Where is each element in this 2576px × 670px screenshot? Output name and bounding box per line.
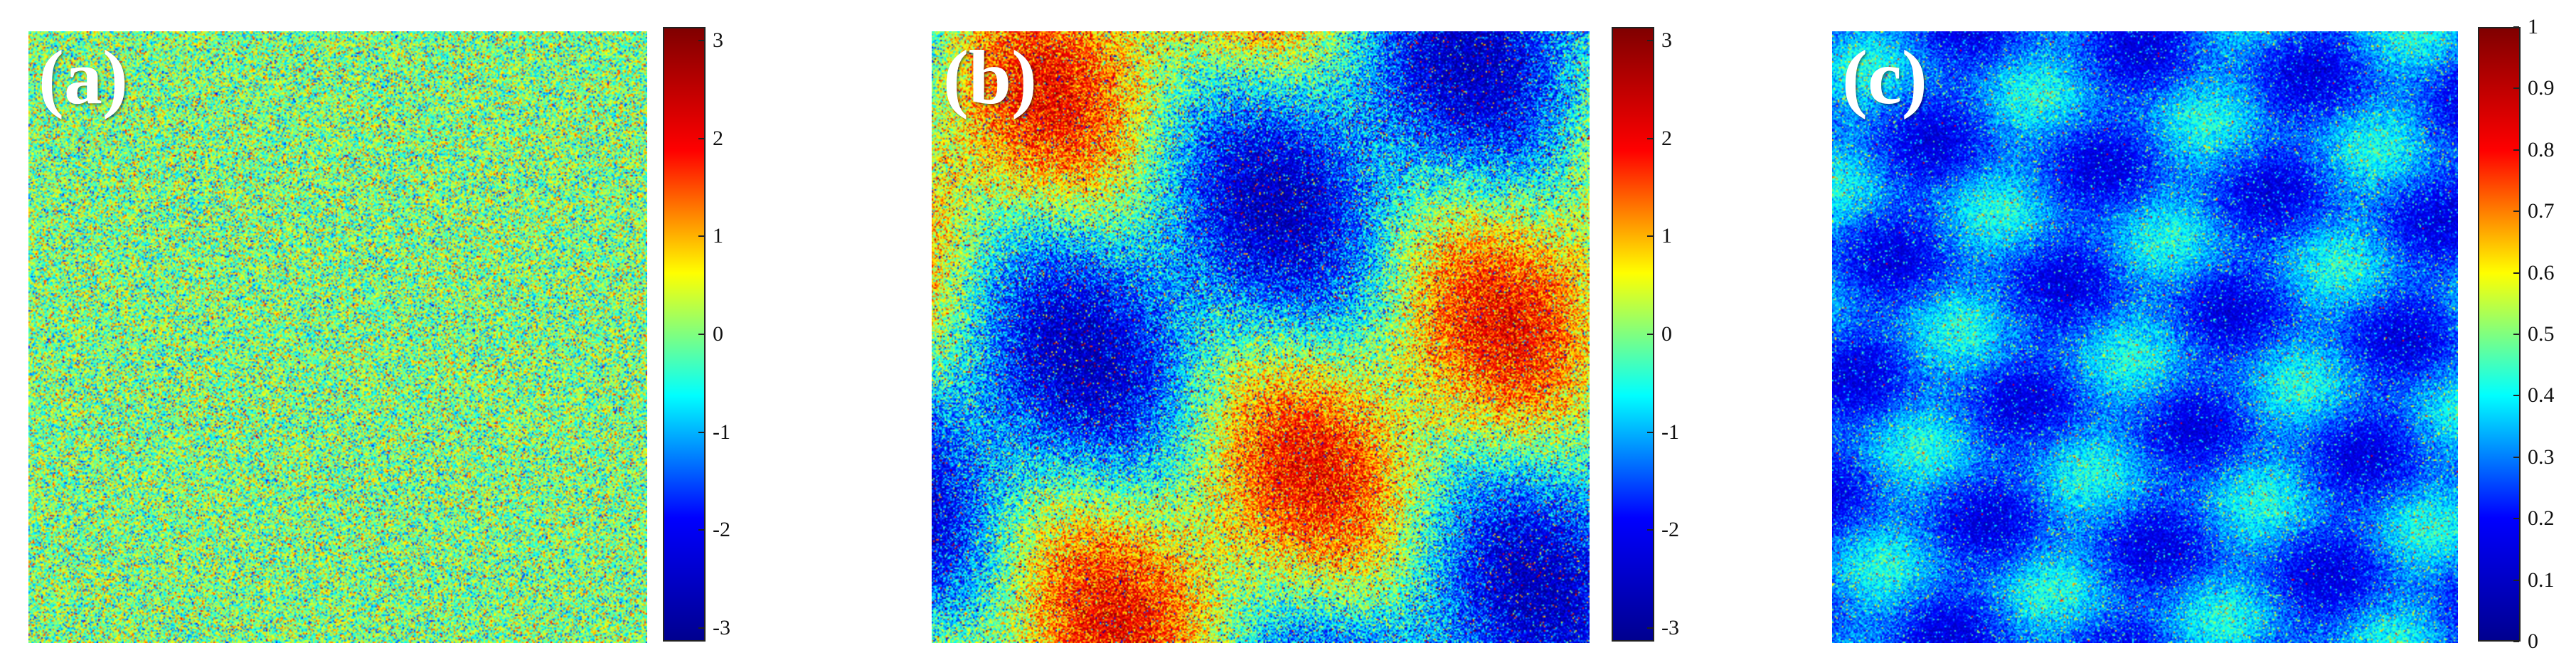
colorbar-tick-label: -3 xyxy=(713,615,730,639)
colorbar-tick-label: -1 xyxy=(1661,420,1679,444)
colorbar-tick-mark xyxy=(698,431,704,433)
colorbar-tick-label: 1 xyxy=(1661,224,1672,248)
colorbar-tick-mark xyxy=(1647,627,1653,629)
colorbar-tick-label: 0.2 xyxy=(2528,506,2555,531)
colorbar-tick-label: 0 xyxy=(2528,629,2538,653)
colorbar-tick-mark xyxy=(1647,431,1653,433)
panel-label-a: (a) xyxy=(38,36,128,120)
colorbar-tick-label: 0.1 xyxy=(2528,568,2555,592)
colorbar-tick-label: 1 xyxy=(713,224,723,248)
colorbar-tick-mark xyxy=(2513,149,2519,151)
colorbar-tick-label: 0.6 xyxy=(2528,260,2555,285)
colorbar-tick-mark xyxy=(2513,87,2519,90)
colorbar-tick-label: 0.5 xyxy=(2528,322,2555,346)
phase-map-b xyxy=(932,31,1590,643)
colorbar-tick-label: 0.3 xyxy=(2528,445,2555,469)
colorbar-tick-mark xyxy=(1647,40,1653,42)
colorbar-tick-label: 0.7 xyxy=(2528,199,2555,223)
colorbar-tick-label: -1 xyxy=(713,420,730,444)
colorbar-tick-label: 3 xyxy=(1661,28,1672,53)
colorbar-tick-mark xyxy=(1647,334,1653,335)
colorbar-tick-label: 1 xyxy=(2528,15,2538,38)
colorbar-tick-mark xyxy=(698,235,704,238)
colorbar-tick-label: 3 xyxy=(713,28,723,53)
colorbar-tick-mark xyxy=(698,627,704,629)
colorbar-tick-label: 2 xyxy=(1661,126,1672,150)
colorbar-tick-label: -2 xyxy=(713,518,730,542)
colorbar-tick-mark xyxy=(2513,518,2519,520)
colorbar-tick-label: 2 xyxy=(713,126,723,150)
colorbar-tick-mark xyxy=(2513,395,2519,397)
colorbar-tick-mark xyxy=(2513,641,2519,642)
colorbar-tick-mark xyxy=(2513,456,2519,458)
colorbar-tick-label: 0.4 xyxy=(2528,383,2555,408)
colorbar-tick-label: 0 xyxy=(713,322,723,346)
colorbar-tick-mark xyxy=(698,40,704,42)
colorbar-tick-mark xyxy=(2513,272,2519,274)
colorbar-tick-label: 0.8 xyxy=(2528,137,2555,161)
panel-label-b: (b) xyxy=(943,36,1037,120)
colorbar-tick-label: -2 xyxy=(1661,518,1679,542)
panel-label-c: (c) xyxy=(1842,36,1927,120)
phase-map-a xyxy=(28,31,647,643)
colorbar-tick-mark xyxy=(698,334,704,335)
colorbar-tick-label: 0 xyxy=(1661,322,1672,346)
colorbar-tick-label: -3 xyxy=(1661,615,1679,639)
colorbar-tick-mark xyxy=(2513,26,2519,28)
colorbar-tick-mark xyxy=(2513,211,2519,213)
colorbar-tick-mark xyxy=(2513,334,2519,335)
coherence-map-c xyxy=(1832,31,2458,643)
colorbar-tick-mark xyxy=(698,137,704,139)
colorbar-tick-label: 0.9 xyxy=(2528,76,2555,100)
colorbar-tick-mark xyxy=(1647,235,1653,238)
colorbar-tick-mark xyxy=(1647,137,1653,139)
colorbar-tick-mark xyxy=(2513,579,2519,581)
colorbar-tick-mark xyxy=(1647,529,1653,531)
colorbar-tick-mark xyxy=(698,529,704,531)
